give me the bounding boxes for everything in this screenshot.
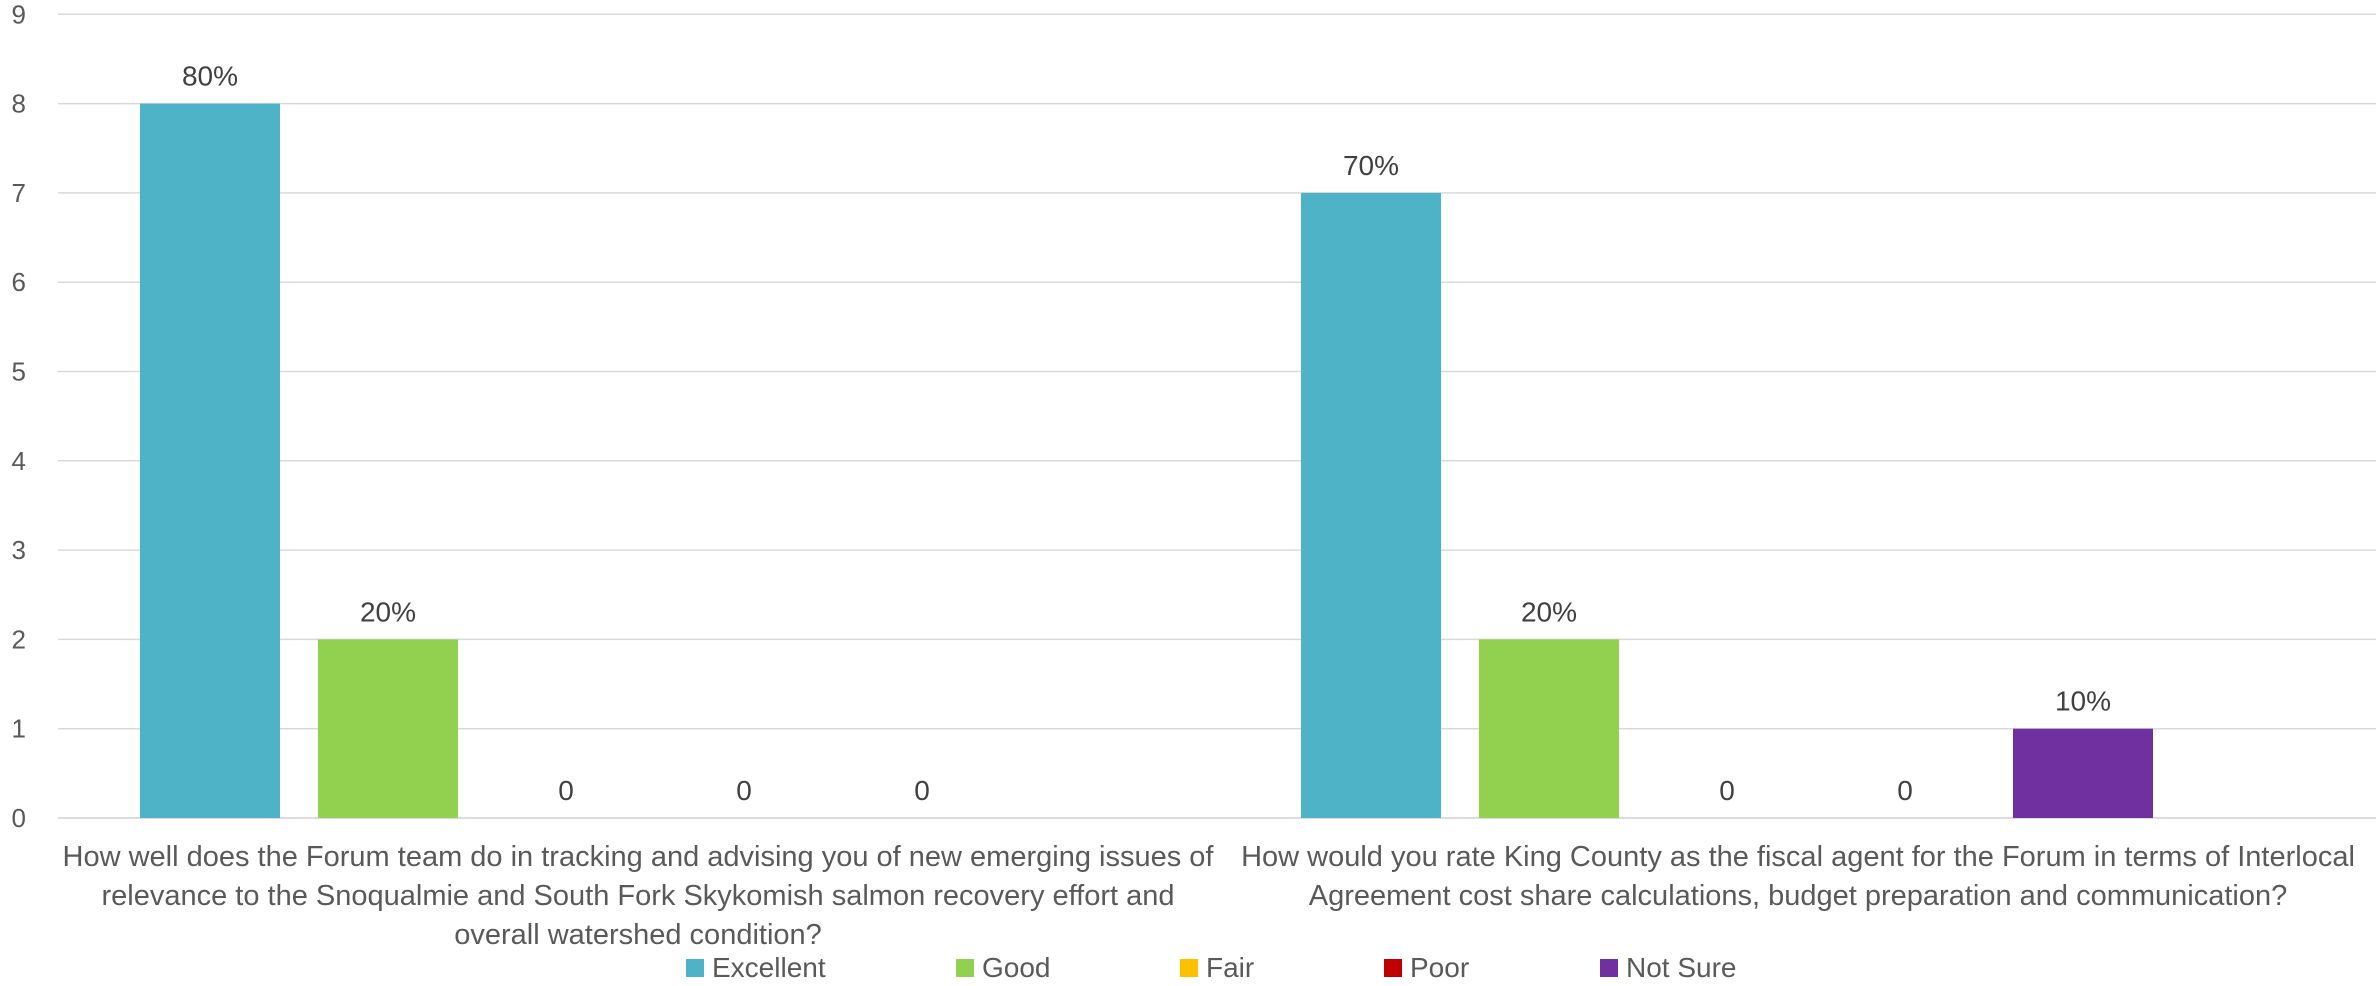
- legend: Excellent Good Fair Poor Not Sure: [0, 952, 2376, 986]
- data-label-excellent-2: 70%: [1343, 150, 1399, 181]
- y-tick-label: 3: [12, 535, 26, 565]
- y-axis-ticks: 0 1 2 3 4 5 6 7 8 9: [12, 0, 26, 830]
- data-label-good-2: 20%: [1521, 596, 1577, 627]
- y-tick-label: 5: [12, 357, 26, 387]
- y-tick-label: 0: [12, 803, 26, 830]
- legend-item-not-sure: Not Sure: [1600, 952, 1737, 984]
- category-label-2: How would you rate King County as the fi…: [1241, 841, 2355, 912]
- legend-item-good: Good: [956, 952, 1051, 984]
- y-tick-label: 9: [12, 0, 26, 29]
- bars: [140, 103, 2153, 819]
- bar-not-sure-2: [2013, 728, 2153, 818]
- legend-swatch: [1600, 959, 1618, 977]
- data-label-fair-2: 0: [1719, 775, 1735, 806]
- data-label-fair-1: 0: [558, 775, 574, 806]
- data-label-good-1: 20%: [360, 596, 416, 627]
- bar-excellent-1: [140, 103, 280, 819]
- data-label-poor-2: 0: [1897, 775, 1913, 806]
- legend-swatch: [956, 959, 974, 977]
- y-tick-label: 1: [12, 714, 26, 744]
- data-label-poor-1: 0: [736, 775, 752, 806]
- legend-label: Excellent: [712, 952, 826, 983]
- data-labels: 80% 70% 20% 20% 0 0 0 0 0 10%: [182, 61, 2111, 806]
- legend-swatch: [686, 959, 704, 977]
- legend-swatch: [1384, 959, 1402, 977]
- legend-label: Poor: [1410, 952, 1470, 983]
- data-label-excellent-1: 80%: [182, 61, 238, 92]
- legend-label: Good: [982, 952, 1051, 983]
- y-tick-label: 8: [12, 89, 26, 119]
- y-tick-label: 4: [12, 446, 26, 476]
- bar-excellent-2: [1301, 192, 1441, 818]
- y-tick-label: 7: [12, 178, 26, 208]
- y-tick-label: 6: [12, 267, 26, 297]
- legend-item-excellent: Excellent: [686, 952, 826, 984]
- bar-chart: 0 1 2 3 4 5 6 7 8 9 80% 70% 20% 20% 0 0 0 0 0 10%: [12, 0, 2376, 830]
- legend-label: Not Sure: [1626, 952, 1737, 983]
- data-label-not-sure-2: 10%: [2055, 686, 2111, 717]
- category-label-1: How well does the Forum team do in track…: [62, 841, 1214, 951]
- legend-swatch: [1180, 959, 1198, 977]
- legend-item-poor: Poor: [1384, 952, 1469, 984]
- bar-good-2: [1479, 639, 1619, 818]
- y-tick-label: 2: [12, 624, 26, 654]
- bar-good-1: [318, 639, 458, 818]
- data-label-not-sure-1: 0: [914, 775, 930, 806]
- legend-label: Fair: [1206, 952, 1255, 983]
- legend-item-fair: Fair: [1180, 952, 1254, 984]
